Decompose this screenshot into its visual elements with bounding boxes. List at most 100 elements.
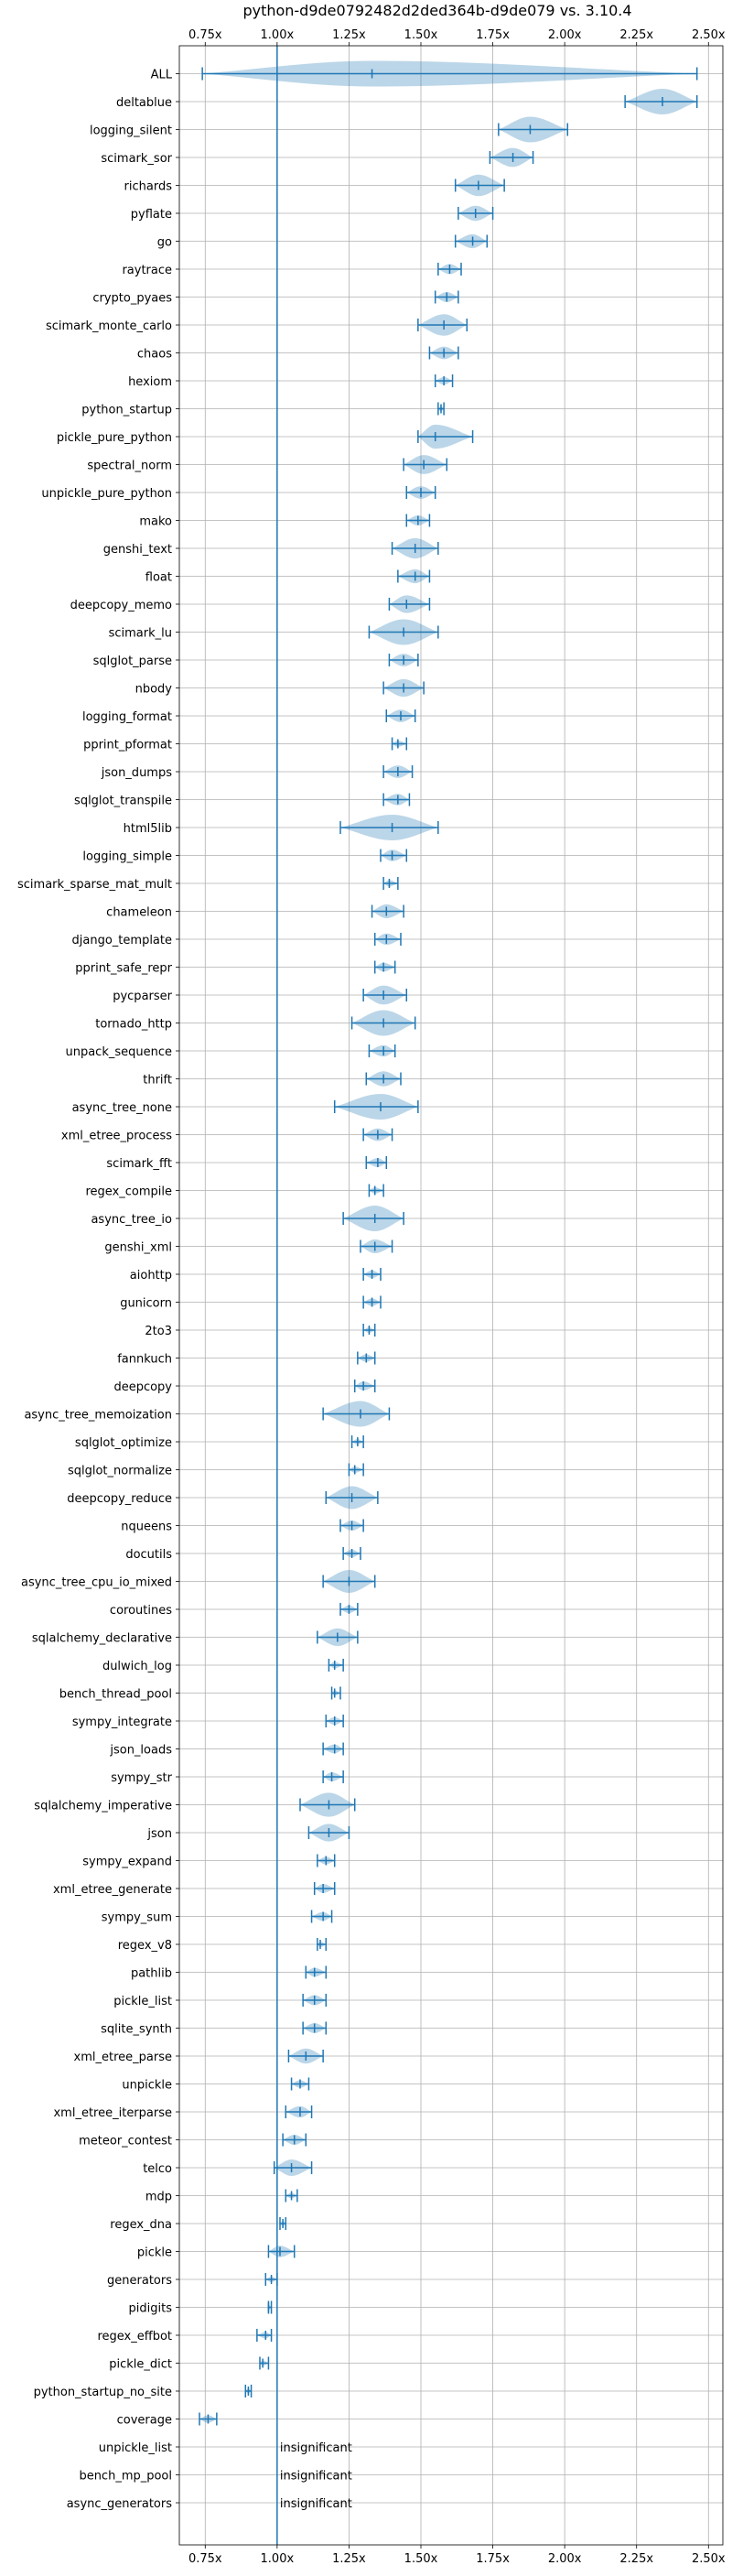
y-tick-label: unpickle xyxy=(122,2079,172,2093)
y-tick-label: scimark_sor xyxy=(101,152,172,166)
y-tick-label: chaos xyxy=(137,348,172,362)
y-tick-label: sqlite_synth xyxy=(101,2023,172,2037)
x-tick-label-bottom: 0.75x xyxy=(188,2552,222,2566)
x-tick-label-bottom: 1.75x xyxy=(476,2552,510,2566)
x-tick-label-top: 2.25x xyxy=(619,28,653,42)
y-tick-label: pycparser xyxy=(113,990,172,1003)
y-tick-label: dulwich_log xyxy=(102,1660,172,1673)
y-tick-label: chameleon xyxy=(106,906,172,920)
y-tick-label: mako xyxy=(139,515,172,529)
y-tick-label: docutils xyxy=(125,1548,172,1562)
plot-frame xyxy=(178,45,724,2546)
y-tick-label: pickle_pure_python xyxy=(57,431,172,445)
y-tick-label: sympy_integrate xyxy=(72,1716,172,1729)
x-tick-label-top: 1.25x xyxy=(332,28,366,42)
y-tick-label: pickle_list xyxy=(113,1995,172,2008)
y-tick-label: unpickle_list xyxy=(99,2441,172,2455)
y-tick-label: xml_etree_process xyxy=(61,1130,172,1143)
y-tick-label: unpickle_pure_python xyxy=(41,487,172,501)
y-tick-label: bench_mp_pool xyxy=(79,2470,172,2484)
y-tick-label: bench_thread_pool xyxy=(59,1688,172,1702)
y-tick-label: nqueens xyxy=(121,1521,172,1534)
y-tick-label: spectral_norm xyxy=(87,460,172,473)
y-tick-label: tornado_http xyxy=(95,1018,172,1032)
y-tick-label: richards xyxy=(124,180,173,194)
x-tick-label-top: 1.75x xyxy=(476,28,510,42)
y-tick-label: pickle_dict xyxy=(109,2358,172,2372)
y-tick-label: gunicorn xyxy=(120,1297,172,1311)
x-tick-label-bottom: 2.50x xyxy=(692,2552,726,2566)
y-tick-label: pprint_safe_repr xyxy=(75,962,172,976)
y-tick-label: json_dumps xyxy=(101,766,172,780)
y-tick-label: ALL xyxy=(151,69,173,82)
y-tick-label: xml_etree_parse xyxy=(74,2051,172,2064)
x-tick-label-top: 1.00x xyxy=(261,28,295,42)
y-tick-label: sympy_str xyxy=(111,1771,172,1785)
y-tick-label: logging_simple xyxy=(82,850,172,864)
y-tick-label: python_startup xyxy=(81,404,172,417)
y-tick-label: json_loads xyxy=(109,1744,172,1758)
y-tick-label: pyflate xyxy=(131,208,172,222)
y-tick-label: float xyxy=(145,571,172,585)
y-tick-label: async_generators xyxy=(67,2497,173,2511)
x-tick-label-top: 2.00x xyxy=(548,28,582,42)
x-tick-label-top: 1.50x xyxy=(404,28,438,42)
y-tick-label: thrift xyxy=(143,1074,172,1088)
y-tick-label: scimark_monte_carlo xyxy=(46,319,172,333)
y-tick-label: go xyxy=(157,236,172,250)
y-tick-label: async_tree_memoization xyxy=(24,1409,172,1423)
y-tick-label: nbody xyxy=(135,683,173,697)
y-tick-label: regex_dna xyxy=(110,2218,172,2232)
insignificant-label: insignificant xyxy=(280,2441,352,2455)
y-tick-label: pickle xyxy=(137,2246,172,2260)
plot-marks: insignificant insignificant insignificant xyxy=(199,46,698,2545)
y-tick-label: async_tree_cpu_io_mixed xyxy=(21,1576,172,1590)
y-tick-label: genshi_xml xyxy=(104,1241,172,1255)
y-tick-label: sqlalchemy_declarative xyxy=(32,1632,172,1646)
y-tick-label: pprint_pformat xyxy=(83,739,172,752)
y-tick-label: logging_silent xyxy=(90,124,172,138)
insignificant-label: insignificant xyxy=(280,2470,352,2484)
y-tick-label: scimark_lu xyxy=(109,627,172,641)
y-tick-label: deepcopy_memo xyxy=(70,599,172,612)
y-tick-label: aiohttp xyxy=(130,1269,172,1283)
y-tick-label: coverage xyxy=(117,2414,172,2428)
x-tick-label-bottom: 1.00x xyxy=(261,2552,295,2566)
y-tick-label: regex_v8 xyxy=(118,1939,172,1953)
y-tick-label: async_tree_none xyxy=(72,1101,172,1115)
y-tick-label: coroutines xyxy=(110,1604,172,1618)
x-tick-label-bottom: 2.25x xyxy=(619,2552,653,2566)
y-tick-label: sympy_sum xyxy=(102,1911,172,1925)
y-tick-label: raytrace xyxy=(122,264,172,277)
y-tick-label: sqlglot_normalize xyxy=(68,1465,172,1478)
y-tick-label: scimark_fft xyxy=(106,1157,172,1171)
x-tick-label-top: 0.75x xyxy=(188,28,222,42)
y-tick-label: generators xyxy=(107,2274,172,2288)
y-tick-label: html5lib xyxy=(124,822,172,836)
y-tick-label: meteor_contest xyxy=(79,2135,172,2148)
y-tick-label: deepcopy_reduce xyxy=(67,1492,172,1506)
y-tick-label: scimark_sparse_mat_mult xyxy=(17,878,172,892)
y-tick-label: unpack_sequence xyxy=(65,1045,172,1059)
y-tick-label: regex_effbot xyxy=(97,2330,172,2343)
y-tick-label: telco xyxy=(143,2162,172,2176)
chart-title: python-d9de0792482d2ded364b-d9de079 vs. … xyxy=(242,2,631,19)
x-tick-label-top: 2.50x xyxy=(692,28,726,42)
y-tick-label: logging_format xyxy=(82,710,172,724)
y-tick-label: xml_etree_generate xyxy=(53,1883,172,1897)
y-tick-label: sympy_expand xyxy=(82,1856,172,1869)
y-tick-label: sqlalchemy_imperative xyxy=(34,1800,172,1813)
y-tick-label: deltablue xyxy=(116,96,172,110)
y-tick-label: crypto_pyaes xyxy=(92,292,172,306)
y-tick-label: pathlib xyxy=(131,1967,172,1981)
x-tick-label-bottom: 1.25x xyxy=(332,2552,366,2566)
y-tick-label: mdp xyxy=(145,2191,172,2204)
y-tick-label: genshi_text xyxy=(103,543,172,557)
y-tick-label: xml_etree_iterparse xyxy=(53,2106,172,2120)
y-tick-label: json xyxy=(146,1827,172,1841)
y-tick-label: sqlglot_optimize xyxy=(75,1436,172,1450)
y-tick-label: 2to3 xyxy=(145,1325,172,1338)
y-tick-label: pidigits xyxy=(129,2302,173,2316)
